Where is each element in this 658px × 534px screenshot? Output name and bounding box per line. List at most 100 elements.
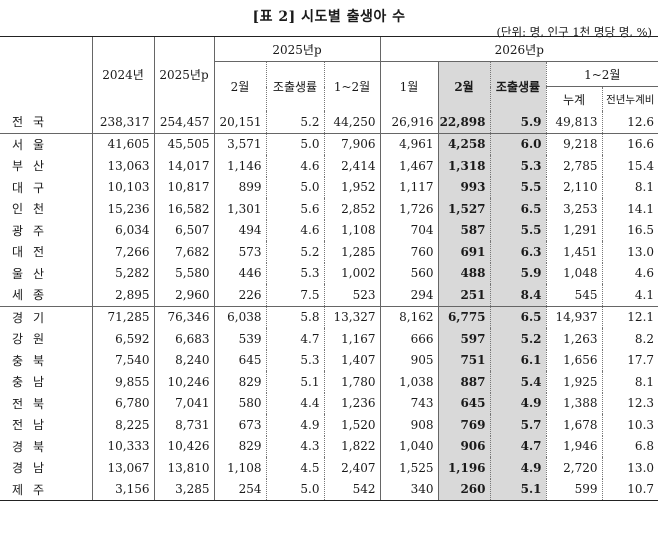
value-jan-2026: 905 <box>379 349 439 371</box>
value-yoy-2026: 13.0 <box>601 241 658 263</box>
value-feb-2025: 20,151 <box>213 111 266 134</box>
value-jan-2026: 704 <box>379 219 439 241</box>
value-cbr-2025: 4.4 <box>265 392 325 414</box>
value-jan-2026: 908 <box>379 414 439 436</box>
value-jan-2026: 760 <box>379 241 439 263</box>
value-yoy-2026: 4.6 <box>601 262 658 284</box>
value-feb-2025: 899 <box>213 176 266 198</box>
value-feb-2025: 539 <box>213 328 266 350</box>
value-cbr-2026: 6.5 <box>489 198 547 220</box>
value-2025p: 8,240 <box>153 349 214 371</box>
table-row: 경남 13,067 13,810 1,108 4.5 2,407 1,525 1,196 4.9… <box>0 457 658 479</box>
header-cbr-2026: 조출생률 <box>489 61 547 111</box>
value-feb-2026: 597 <box>437 328 491 350</box>
value-janfeb-2025: 1,407 <box>341 353 376 368</box>
value-janfeb-2025: 2,852 <box>341 201 376 216</box>
table-row: 경기 71,285 76,346 6,038 5.8 13,327 8,162 6,775 6.… <box>0 305 658 328</box>
value-cbr-2025: 5.2 <box>265 111 325 134</box>
value-yoy-2026: 10.3 <box>601 414 658 436</box>
region-name: 충남 <box>12 375 55 390</box>
value-cbr-2026: 5.9 <box>489 262 547 284</box>
value-jan-2026: 743 <box>379 392 439 414</box>
value-jan-2026: 1,038 <box>379 371 439 393</box>
value-yoy-2026: 8.2 <box>601 328 658 350</box>
table-row: 강원 6,592 6,683 539 4.7 1,167 666 597 5.2 1,263 8.2 <box>0 328 658 350</box>
value-feb-2026: 887 <box>437 371 491 393</box>
value-feb-2025: 446 <box>213 262 266 284</box>
value-yoy-2026: 16.5 <box>601 219 658 241</box>
value-cum-2026: 2,720 <box>563 460 598 475</box>
header-yoy: 전년누계비 <box>601 86 658 111</box>
region-name: 전남 <box>12 418 55 433</box>
value-feb-2026: 751 <box>437 349 491 371</box>
region-name: 충북 <box>12 353 55 368</box>
value-janfeb-2025: 542 <box>324 478 381 501</box>
value-2024: 41,605 <box>91 133 154 155</box>
value-feb-2026: 993 <box>437 176 491 198</box>
value-2025p: 16,582 <box>153 198 214 220</box>
value-feb-2025: 829 <box>213 371 266 393</box>
value-2025p: 45,505 <box>153 133 214 155</box>
value-2024: 7,540 <box>91 349 154 371</box>
value-janfeb-2025: 1,108 <box>341 223 376 238</box>
value-cum-2026: 49,813 <box>546 111 603 134</box>
value-cum-2026: 9,218 <box>563 137 598 152</box>
value-feb-2026: 6,775 <box>437 305 491 328</box>
value-feb-2026: 488 <box>437 262 491 284</box>
value-cum-2026: 2,785 <box>563 158 598 173</box>
value-2024: 10,333 <box>91 435 154 457</box>
value-cum-2026: 545 <box>574 287 598 302</box>
value-jan-2026: 26,916 <box>379 111 439 134</box>
table-row: 경북 10,333 10,426 829 4.3 1,822 1,040 906 4.7 1,94… <box>0 435 658 457</box>
value-feb-2026: 22,898 <box>437 111 491 134</box>
value-cum-2026: 599 <box>546 478 603 501</box>
value-2025p: 14,017 <box>153 155 214 177</box>
value-yoy-2026: 14.1 <box>601 198 658 220</box>
value-feb-2026: 251 <box>437 284 491 306</box>
table-row: 부산 13,063 14,017 1,146 4.6 2,414 1,467 1,318 5.3… <box>0 155 658 177</box>
value-feb-2026: 906 <box>437 435 491 457</box>
value-cbr-2025: 4.6 <box>265 155 325 177</box>
table-row: 세종 2,895 2,960 226 7.5 523 294 251 8.4 545 4.1 <box>0 284 658 306</box>
value-feb-2025: 1,301 <box>213 198 266 220</box>
value-feb-2025: 1,108 <box>213 457 266 479</box>
value-2024: 71,285 <box>91 305 154 328</box>
value-2024: 13,063 <box>91 155 154 177</box>
value-cbr-2025: 5.0 <box>265 478 325 501</box>
value-2025p: 6,683 <box>153 328 214 350</box>
region-name: 전국 <box>0 111 92 134</box>
value-jan-2026: 8,162 <box>379 305 439 328</box>
region-name: 대구 <box>12 180 55 195</box>
value-2024: 238,317 <box>91 111 154 134</box>
value-feb-2026: 260 <box>437 478 491 501</box>
value-janfeb-2025: 13,327 <box>324 305 381 328</box>
value-cum-2026: 1,656 <box>563 353 598 368</box>
value-feb-2025: 3,571 <box>213 133 266 155</box>
value-cum-2026: 1,291 <box>563 223 598 238</box>
value-cum-2026: 3,253 <box>563 201 598 216</box>
value-2025p: 8,731 <box>153 414 214 436</box>
value-yoy-2026: 6.8 <box>601 435 658 457</box>
value-cbr-2026: 6.1 <box>489 349 547 371</box>
value-yoy-2026: 15.4 <box>601 155 658 177</box>
value-yoy-2026: 12.3 <box>601 392 658 414</box>
value-janfeb-2025: 1,520 <box>341 417 376 432</box>
region-name: 서울 <box>12 137 55 152</box>
value-cum-2026: 2,110 <box>563 180 598 195</box>
value-feb-2026: 1,527 <box>437 198 491 220</box>
value-cbr-2025: 5.0 <box>265 176 325 198</box>
value-cbr-2026: 5.5 <box>489 219 547 241</box>
value-jan-2026: 560 <box>379 262 439 284</box>
value-yoy-2026: 12.1 <box>601 305 658 328</box>
value-2025p: 5,580 <box>153 262 214 284</box>
value-cbr-2026: 8.4 <box>489 284 547 306</box>
value-2025p: 10,426 <box>153 435 214 457</box>
value-cbr-2026: 5.5 <box>489 176 547 198</box>
value-cbr-2026: 5.9 <box>489 111 547 134</box>
value-feb-2025: 1,146 <box>213 155 266 177</box>
value-2025p: 6,507 <box>153 219 214 241</box>
value-feb-2026: 645 <box>437 392 491 414</box>
value-feb-2026: 769 <box>437 414 491 436</box>
value-cbr-2025: 5.3 <box>265 349 325 371</box>
value-cum-2026: 14,937 <box>546 305 603 328</box>
